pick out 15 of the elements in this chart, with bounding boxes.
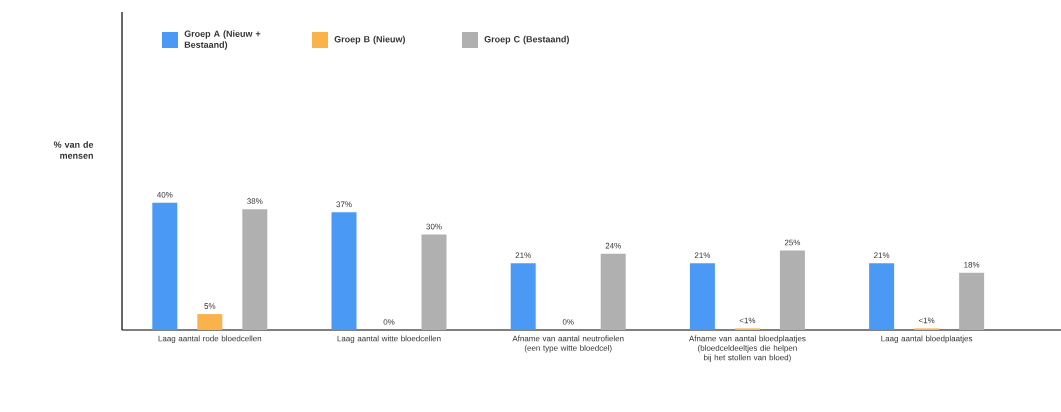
- bar: [689, 263, 715, 330]
- bar: [331, 212, 357, 330]
- bar: [421, 234, 447, 330]
- bar: [779, 250, 805, 330]
- legend-label: Groep A (Nieuw + Bestaand): [184, 30, 261, 50]
- bar: [152, 202, 178, 330]
- bar: [197, 314, 223, 330]
- bar: [869, 263, 895, 330]
- bar: [959, 272, 985, 330]
- bar: [242, 209, 268, 330]
- legend-label: Groep C (Bestaand): [484, 35, 569, 45]
- bar: [600, 253, 626, 330]
- bar: [510, 263, 536, 330]
- y-axis-title: % van de mensen: [53, 141, 94, 159]
- legend-label: Groep B (Nieuw): [334, 35, 405, 45]
